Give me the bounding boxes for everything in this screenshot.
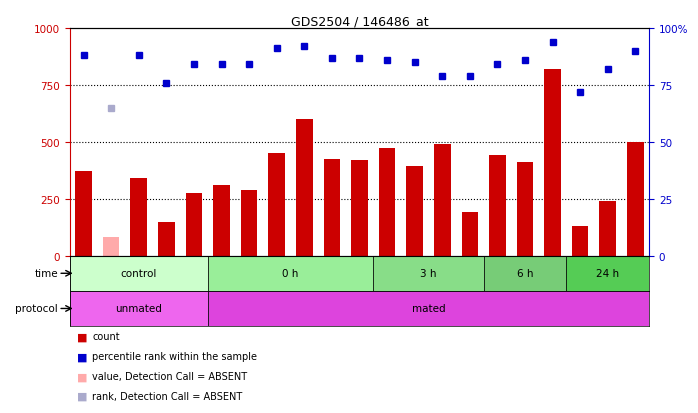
Bar — [296, 120, 313, 256]
Bar — [269, 154, 285, 256]
Bar — [566, 256, 649, 291]
Bar — [70, 256, 208, 291]
Text: count: count — [92, 332, 120, 342]
Bar — [75, 172, 92, 256]
Title: GDS2504 / 146486_at: GDS2504 / 146486_at — [290, 15, 429, 28]
Text: ■: ■ — [77, 371, 87, 381]
Bar — [208, 291, 649, 326]
Bar — [214, 185, 230, 256]
Text: control: control — [121, 268, 157, 279]
Bar — [324, 159, 340, 256]
Bar — [131, 179, 147, 256]
Bar — [517, 163, 533, 256]
Text: ■: ■ — [77, 332, 87, 342]
Bar — [186, 194, 202, 256]
Bar — [572, 226, 588, 256]
Text: 0 h: 0 h — [282, 268, 299, 279]
Bar — [434, 145, 450, 256]
Text: protocol: protocol — [15, 304, 58, 314]
Text: ■: ■ — [77, 351, 87, 361]
Bar — [379, 148, 395, 256]
Bar — [627, 142, 644, 256]
Bar — [158, 222, 174, 256]
Text: unmated: unmated — [115, 304, 162, 314]
Text: 3 h: 3 h — [420, 268, 437, 279]
Bar — [208, 256, 373, 291]
Text: ■: ■ — [77, 391, 87, 401]
Bar — [461, 213, 478, 256]
Bar — [544, 70, 561, 256]
Bar — [241, 190, 258, 256]
Text: value, Detection Call = ABSENT: value, Detection Call = ABSENT — [92, 371, 247, 381]
Bar — [406, 166, 423, 256]
Text: time: time — [35, 268, 58, 279]
Bar — [484, 256, 566, 291]
Text: 24 h: 24 h — [596, 268, 619, 279]
Bar — [103, 238, 119, 256]
Bar — [351, 161, 368, 256]
Bar — [489, 156, 505, 256]
Text: mated: mated — [412, 304, 445, 314]
Bar — [70, 291, 208, 326]
Bar — [373, 256, 484, 291]
Text: percentile rank within the sample: percentile rank within the sample — [92, 351, 257, 361]
Bar — [600, 202, 616, 256]
Text: 6 h: 6 h — [517, 268, 533, 279]
Text: rank, Detection Call = ABSENT: rank, Detection Call = ABSENT — [92, 391, 242, 401]
